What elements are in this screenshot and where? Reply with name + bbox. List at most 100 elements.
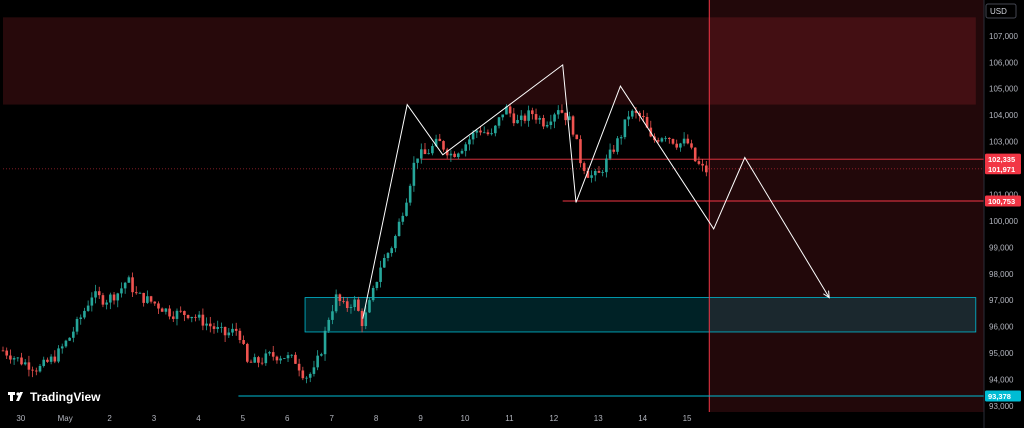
candle [693, 147, 697, 163]
candle-body [608, 149, 612, 159]
candle-body [268, 352, 271, 354]
candle [201, 308, 205, 331]
candle [12, 356, 16, 365]
candle-body [490, 133, 493, 135]
price-badge-bg [985, 195, 1021, 207]
y-tick-label: 95,000 [989, 349, 1014, 358]
candle-body [212, 326, 216, 329]
price-badge[interactable]: 100,753 [985, 195, 1021, 207]
candle [345, 297, 349, 312]
candle [57, 345, 60, 364]
x-tick-label: 11 [505, 414, 514, 423]
candle-body [701, 163, 704, 166]
candle [109, 292, 112, 310]
candle [138, 291, 142, 294]
candle-body [112, 294, 116, 301]
price-axis[interactable]: 93,000 94,000 95,000 96,000 97,000 98,000 99,0… [983, 0, 1024, 428]
candle-body [464, 144, 468, 151]
candle [194, 314, 197, 322]
candle [16, 357, 20, 362]
candle-body [679, 143, 682, 148]
candle [634, 106, 638, 119]
candle-body [597, 170, 601, 173]
candle-body [308, 373, 312, 378]
demand-zone[interactable] [304, 297, 977, 333]
candle [90, 292, 94, 312]
candle [105, 299, 108, 310]
candle-body [183, 311, 186, 316]
candle-body [27, 362, 31, 370]
candle-body [538, 117, 542, 120]
candle-body [412, 162, 416, 186]
candle [586, 167, 590, 179]
candle-body [531, 110, 534, 115]
candle [568, 111, 571, 121]
candle-body [12, 358, 16, 360]
candle-body [575, 134, 579, 140]
candle-body [260, 362, 264, 364]
candle [597, 166, 601, 173]
currency-button[interactable]: USD [985, 3, 1017, 19]
candle [171, 311, 175, 323]
candle [149, 295, 153, 304]
price-badge-bg [985, 153, 1021, 165]
candle-body [579, 139, 582, 164]
tradingview-logo[interactable]: TradingView [8, 390, 101, 404]
candle-body [57, 348, 60, 362]
candle-body [405, 202, 408, 216]
candle [527, 105, 530, 127]
candle [468, 135, 471, 151]
candle-body [227, 332, 231, 336]
candle-body [705, 165, 708, 173]
candle [223, 326, 227, 342]
y-tick-label: 94,000 [989, 376, 1014, 385]
time-axis[interactable]: 30 May 2 3 4 5 6 7 8 9 10 11 12 13 14 15 [16, 414, 692, 423]
candle-body [619, 137, 623, 139]
y-tick-label: 103,000 [989, 138, 1018, 147]
candle-body [394, 236, 397, 249]
candle [516, 114, 519, 124]
candle-body [138, 292, 142, 294]
candle-body [320, 354, 323, 356]
price-badge[interactable]: 93,378 [985, 390, 1021, 402]
candle [494, 124, 497, 137]
x-tick-label: 5 [241, 414, 246, 423]
candle-body [360, 310, 364, 327]
candle [505, 104, 508, 115]
candle [23, 359, 27, 366]
candle [160, 307, 164, 312]
candle [353, 295, 356, 311]
candle-body [101, 295, 105, 305]
candle [360, 308, 364, 333]
candle-body [331, 311, 334, 320]
candle [146, 290, 149, 304]
candle [538, 115, 542, 125]
candle-body [397, 221, 401, 237]
candle-body [660, 138, 664, 142]
candle-body [471, 132, 475, 140]
chart-pattern-path[interactable] [362, 63, 830, 319]
candle [519, 110, 523, 127]
candle-body [164, 308, 168, 312]
candle-body [642, 115, 645, 118]
resistance-zone[interactable] [3, 17, 976, 105]
candle-body [664, 137, 667, 139]
candle [286, 352, 290, 363]
zones-layer [3, 0, 984, 412]
price-badge[interactable]: 101,971 [985, 163, 1021, 175]
tradingview-logo-text: TradingView [30, 390, 101, 404]
candle [645, 112, 649, 128]
candle [9, 349, 12, 364]
candle [157, 301, 160, 314]
candle [334, 289, 338, 314]
y-tick-label: 100,000 [989, 217, 1018, 226]
candle [419, 143, 423, 164]
x-tick-label: 3 [152, 414, 157, 423]
candle [464, 142, 468, 157]
price-badge[interactable]: 102,335 [985, 153, 1021, 165]
candle-body [231, 328, 234, 333]
candle [297, 358, 301, 377]
y-tick-label: 96,000 [989, 323, 1014, 332]
